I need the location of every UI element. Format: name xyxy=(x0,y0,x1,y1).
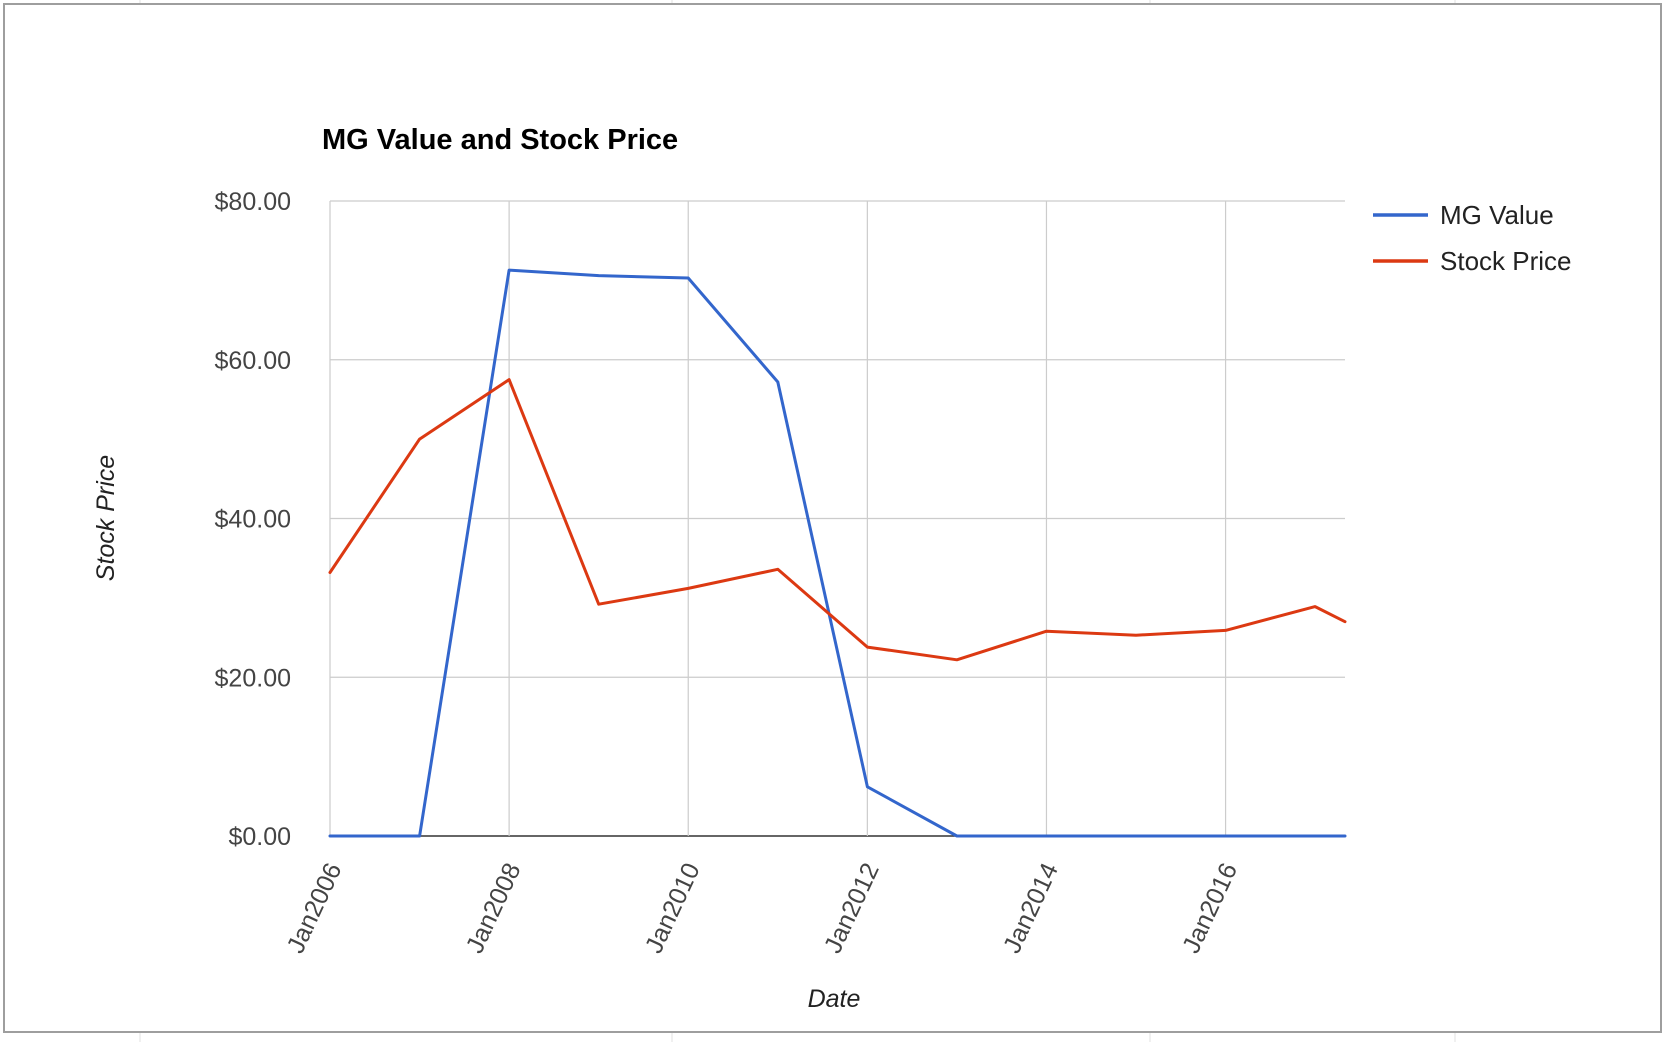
chart-grid xyxy=(329,200,1345,837)
x-axis-title: Date xyxy=(808,985,861,1013)
x-tick-label: Jan2014 xyxy=(998,859,1064,958)
x-tick-label: Jan2016 xyxy=(1177,859,1243,958)
x-tick-label: Jan2012 xyxy=(819,859,885,958)
series-layer xyxy=(328,268,1347,838)
x-tick-label: Jan2006 xyxy=(282,859,348,958)
y-tick-label: $80.00 xyxy=(215,188,291,216)
series-line-stock-price[interactable] xyxy=(328,378,1347,662)
x-tick-label: Jan2008 xyxy=(461,859,527,958)
y-tick-label: $60.00 xyxy=(215,347,291,375)
legend-label[interactable]: MG Value xyxy=(1440,200,1554,230)
x-axis-ticks: Jan2006 Jan2008 Jan2010 Jan2012 Jan2014 Jan20… xyxy=(282,859,1244,958)
chart-title: MG Value and Stock Price xyxy=(322,124,678,156)
chart-legend: MG Value Stock Price xyxy=(1373,200,1572,276)
y-tick-label: $0.00 xyxy=(228,823,291,851)
legend-label[interactable]: Stock Price xyxy=(1440,246,1572,276)
x-tick-label: Jan2010 xyxy=(640,859,706,958)
y-axis-title: Stock Price xyxy=(92,455,120,581)
series-line-mg-value[interactable] xyxy=(328,268,1347,838)
y-axis-ticks: $0.00 $20.00 $40.00 $60.00 $80.00 xyxy=(215,188,291,851)
y-tick-label: $40.00 xyxy=(215,506,291,534)
y-tick-label: $20.00 xyxy=(215,664,291,692)
